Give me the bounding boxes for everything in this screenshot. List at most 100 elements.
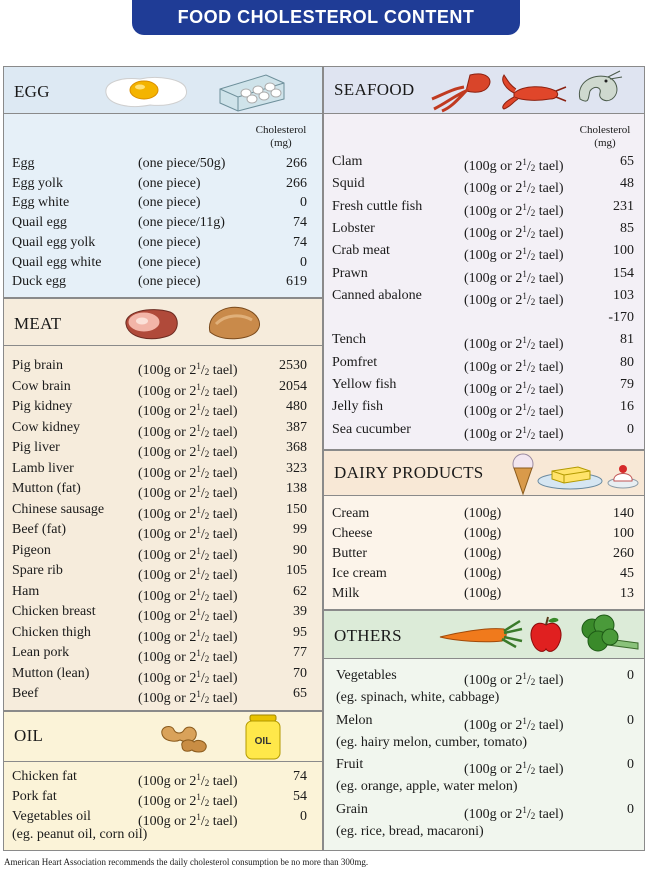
oil-panel-title: OIL [14, 726, 44, 745]
serving-fraction-denominator: 2 [530, 207, 536, 218]
column-header-line1: Cholesterol [255, 124, 307, 136]
serving-amount-suffix: tael) [209, 404, 238, 419]
serving-fraction-denominator: 2 [530, 274, 536, 285]
cholesterol-value: 48 [620, 176, 634, 192]
food-name: Milk [332, 586, 360, 601]
serving-amount: (100g or 21/2 tael) [138, 643, 238, 669]
serving-amount-prefix: (100g or 2 [138, 363, 197, 378]
serving-amount-suffix: tael) [209, 774, 238, 789]
cholesterol-value: 154 [613, 265, 634, 281]
food-name: Pomfret [332, 354, 378, 370]
serving-amount-prefix: (100g or 2 [464, 248, 523, 264]
serving-amount: (100g or 21/2 tael) [464, 353, 564, 379]
serving-amount-suffix: tael) [209, 794, 238, 809]
serving-fraction-slash: / [200, 588, 205, 604]
serving-amount: (100g or 21/2 tael) [138, 377, 238, 403]
serving-amount-suffix: tael) [535, 225, 564, 241]
cholesterol-value: 79 [620, 377, 634, 392]
serving-amount-suffix: tael) [209, 609, 238, 624]
meat-row: Pigeon (100g or 21/2 tael) 90 [4, 541, 322, 563]
food-name: Lobster [332, 220, 375, 236]
cholesterol-value: 0 [627, 712, 634, 728]
serving-fraction-slash: / [200, 465, 205, 481]
serving-fraction-numerator: 1 [522, 402, 527, 413]
cholesterol-value: 0 [300, 809, 307, 824]
seafood-row: Canned abalone (100g or 21/2 tael) 103 [324, 286, 644, 308]
serving-amount-prefix: (100g or 2 [138, 445, 197, 460]
broccoli-icon [581, 614, 639, 652]
food-name: Quail egg [12, 215, 67, 231]
seafood-row: -170 [324, 308, 644, 328]
serving-amount: (100g or 21/2 tael) [138, 623, 238, 649]
seafood-row: Tench (100g or 21/2 tael) 81 [324, 330, 644, 352]
serving-fraction-numerator: 1 [522, 804, 527, 815]
serving-fraction-slash: / [200, 506, 205, 522]
serving-fraction-denominator: 2 [204, 490, 210, 500]
serving-amount: (100g or 21/2 tael) [464, 666, 564, 692]
serving-fraction-numerator: 1 [196, 422, 201, 433]
serving-fraction-numerator: 1 [196, 586, 201, 597]
serving-amount-prefix: (100g or 2 [464, 762, 523, 777]
dairy-row: Milk (100g) 13 [324, 584, 644, 604]
serving-amount-prefix: (100g or 2 [464, 181, 523, 197]
cholesterol-value: 260 [613, 546, 634, 561]
serving-amount: (one piece) [138, 274, 201, 290]
cholesterol-value: 81 [620, 332, 634, 348]
serving-amount-suffix: tael) [535, 717, 564, 733]
dairy-panel-body: Cream (100g) 140 Cheese (100g) 100 Butter (100g… [324, 496, 644, 609]
egg-row: Duck egg (one piece) 619 [4, 272, 322, 292]
serving-amount-prefix: (100g or 2 [138, 465, 197, 481]
dairy-panel-header: DAIRY PRODUCTS [324, 451, 644, 496]
cholesterol-value: 0 [300, 195, 307, 211]
serving-fraction-denominator: 2 [204, 551, 210, 562]
meat-row: Pig kidney (100g or 21/2 tael) 480 [4, 397, 322, 419]
serving-amount-suffix: tael) [209, 363, 238, 378]
meat-panel-header: MEAT [4, 299, 322, 346]
serving-fraction-slash: / [200, 424, 205, 440]
serving-amount: (100g or 21/2 tael) [464, 375, 564, 401]
others-panel: OTHERS Vegetables (100g or 21/2 tael) 0 (eg… [323, 610, 645, 851]
food-name: Fresh cuttle fish [332, 198, 423, 214]
cholesterol-value: 103 [613, 287, 634, 303]
cholesterol-value: 99 [293, 522, 307, 537]
serving-fraction-denominator: 2 [530, 721, 536, 732]
oil-row: Pork fat (100g or 21/2 tael) 54 [4, 787, 322, 809]
seafood-row: Jelly fish (100g or 21/2 tael) 16 [324, 397, 644, 419]
serving-fraction-numerator: 1 [196, 772, 201, 782]
cholesterol-value: 54 [293, 789, 307, 804]
serving-fraction-denominator: 2 [204, 572, 210, 582]
cholesterol-value: 0 [627, 421, 634, 437]
serving-amount: (100g or 21/2 tael) [138, 582, 238, 608]
serving-amount: (100g or 21/2 tael) [138, 541, 238, 567]
serving-amount-prefix: (100g or 2 [464, 225, 523, 241]
serving-amount: (100g or 21/2 tael) [464, 197, 564, 223]
serving-amount-prefix: (100g or 2 [138, 506, 197, 522]
cholesterol-value: 45 [620, 566, 634, 581]
serving-amount-prefix: (100g or 2 [464, 292, 523, 308]
others-note: (eg. hairy melon, cumber, tomato) [336, 734, 528, 750]
meat-row: Pig brain (100g or 21/2 tael) 2530 [4, 356, 322, 378]
meat-row: Chinese sausage (100g or 21/2 tael) 150 [4, 500, 322, 522]
food-name: Chinese sausage [12, 501, 105, 517]
egg-row: Quail egg white (one piece) 0 [4, 253, 322, 273]
meat-row: Mutton (lean) (100g or 21/2 tael) 70 [4, 664, 322, 686]
seafood-panel-title: SEAFOOD [334, 80, 415, 99]
food-name: Squid [332, 176, 365, 192]
food-name: Cow brain [12, 378, 71, 394]
dessert-icon [607, 465, 639, 489]
cholesterol-value: 100 [613, 243, 634, 259]
food-name: Ice cream [332, 566, 387, 581]
serving-fraction-numerator: 1 [522, 380, 527, 390]
cholesterol-value: 0 [300, 254, 307, 270]
serving-amount-prefix: (100g or 2 [464, 426, 523, 442]
serving-fraction-slash: / [526, 426, 531, 442]
dairy-row: Ice cream (100g) 45 [324, 564, 644, 584]
others-row: Vegetables (100g or 21/2 tael) 0 [324, 666, 644, 688]
serving-amount-suffix: tael) [209, 383, 238, 399]
serving-fraction-slash: / [200, 794, 205, 809]
serving-amount-suffix: tael) [209, 506, 238, 522]
serving-fraction-slash: / [200, 383, 205, 399]
meat-row: Ham (100g or 21/2 tael) 62 [4, 582, 322, 604]
serving-fraction-slash: / [200, 404, 205, 419]
food-name: Pigeon [12, 542, 51, 558]
